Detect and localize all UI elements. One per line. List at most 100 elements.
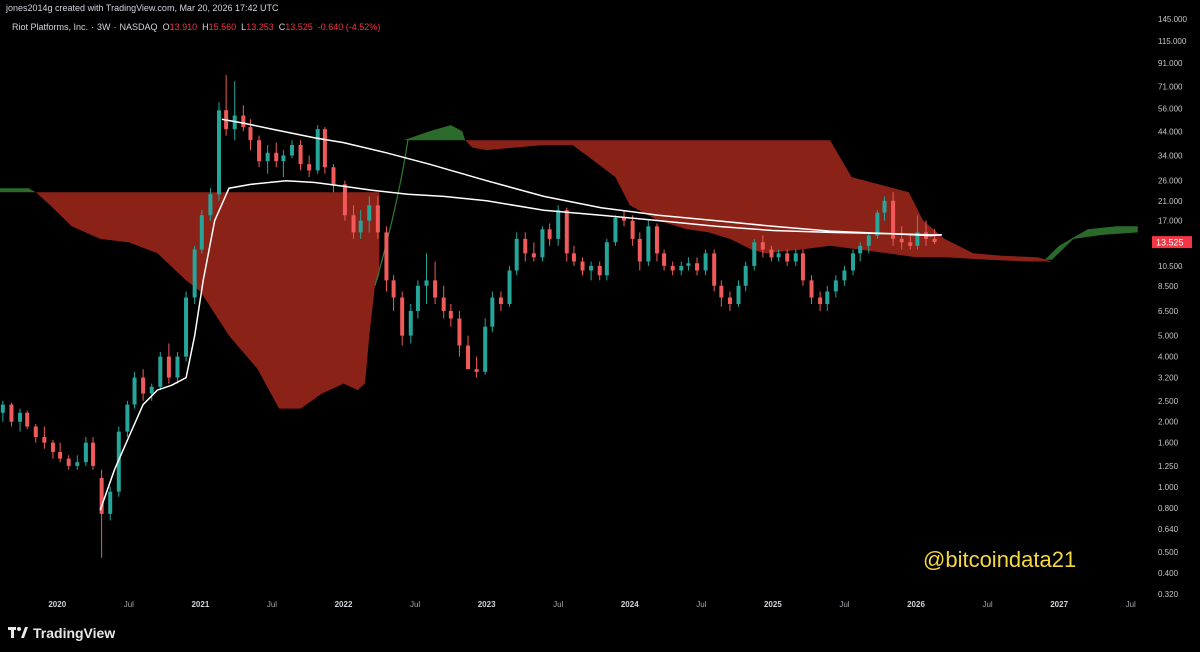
y-tick-label: 2.500 (1158, 397, 1179, 406)
candle-body (322, 129, 327, 168)
candles (0, 75, 937, 558)
candle (809, 275, 814, 304)
candle-body (141, 377, 146, 394)
candle (752, 238, 757, 271)
symbol-exchange: NASDAQ (119, 22, 158, 32)
y-tick-label: 6.500 (1158, 307, 1179, 316)
candle (613, 215, 618, 246)
candle-body (166, 356, 171, 378)
candle-body (776, 253, 781, 258)
fast-line (99, 179, 942, 511)
x-tick-label: Jul (124, 600, 134, 609)
top-bar: jones2014g created with TradingView.com,… (0, 0, 1200, 18)
slow-line (221, 118, 942, 237)
candle-body (498, 297, 503, 304)
candle-body (589, 265, 594, 271)
candle-body (208, 194, 213, 216)
candle (932, 228, 937, 245)
candle-body (199, 215, 204, 250)
candle-body (793, 253, 798, 262)
x-tick-label: 2025 (764, 600, 782, 609)
candle-body (448, 310, 453, 319)
cloud-bear-segment (465, 140, 1052, 262)
candle-body (899, 238, 904, 243)
candle-body (654, 226, 659, 254)
candle (547, 223, 552, 246)
y-tick-label: 26.000 (1158, 177, 1183, 186)
candle-body (712, 253, 717, 286)
candle-body (760, 242, 765, 250)
tradingview-logo[interactable]: TradingView (8, 625, 115, 641)
y-tick-label: 34.000 (1158, 151, 1183, 160)
candle-body (424, 280, 429, 286)
candle (833, 275, 838, 298)
candle-body (265, 152, 270, 162)
candle-body (83, 442, 88, 463)
y-tick-label: 44.000 (1158, 127, 1183, 136)
candle-body (433, 280, 438, 298)
candle (33, 424, 38, 443)
candle (257, 135, 262, 168)
candle-body (866, 235, 871, 246)
candle-body (851, 253, 856, 271)
candle-body (858, 245, 863, 254)
tradingview-logo-icon (8, 627, 28, 638)
candle-body (785, 253, 790, 262)
candle-body (679, 265, 684, 271)
candle-body (646, 226, 651, 262)
candle-body (540, 229, 545, 258)
candle-body (637, 238, 642, 262)
candle (265, 145, 270, 174)
candle (9, 402, 14, 427)
candle-body (441, 297, 446, 311)
candle (514, 232, 519, 276)
candle (408, 303, 413, 344)
candle (769, 245, 774, 262)
symbol-legend[interactable]: Riot Platforms, Inc. · 3W · NASDAQ O13.910 H… (12, 22, 381, 32)
candle (184, 291, 189, 362)
candle-body (257, 140, 262, 162)
x-tick-label: 2022 (335, 600, 353, 609)
candle (622, 210, 627, 227)
candle-body (523, 238, 528, 254)
candle (175, 352, 180, 384)
candle (342, 180, 347, 221)
candle (858, 242, 863, 262)
candle (83, 436, 88, 466)
candle-body (66, 458, 71, 466)
cloud-bull-segment (0, 188, 36, 193)
price-chart[interactable]: 145.000 115.000 91.000 71.000 56.000 44.000 34… (0, 0, 1200, 618)
candle-body (752, 242, 757, 266)
candle-body (891, 200, 896, 239)
cloud-bull-segment (1044, 226, 1138, 260)
price-axis: 145.000 115.000 91.000 71.000 56.000 44.000 34… (1152, 15, 1192, 599)
candle-body (703, 253, 708, 271)
candle-body (42, 436, 47, 443)
candle-body (571, 253, 576, 262)
candle (686, 257, 691, 271)
candle (785, 249, 790, 266)
x-tick-label: Jul (267, 600, 277, 609)
x-tick-label: Jul (553, 600, 563, 609)
candle-body (99, 477, 104, 514)
x-tick-label: Jul (982, 600, 992, 609)
candle-body (25, 412, 30, 427)
open-label: O (162, 22, 170, 32)
candle (899, 226, 904, 250)
y-tick-label: 1.250 (1158, 462, 1179, 471)
candle (597, 261, 602, 281)
moving-average-lines (99, 118, 942, 511)
close-label: C (278, 22, 286, 32)
candle (298, 140, 303, 171)
candle (166, 343, 171, 384)
y-tick-label: 1.000 (1158, 483, 1179, 492)
y-tick-label: 4.000 (1158, 353, 1179, 362)
candle (679, 261, 684, 276)
low-value: 13.253 (246, 22, 274, 32)
candle-body (736, 285, 741, 304)
candle (507, 265, 512, 307)
candle (882, 196, 887, 221)
candle (424, 253, 429, 304)
candle-body (662, 253, 667, 266)
candle (580, 257, 585, 276)
